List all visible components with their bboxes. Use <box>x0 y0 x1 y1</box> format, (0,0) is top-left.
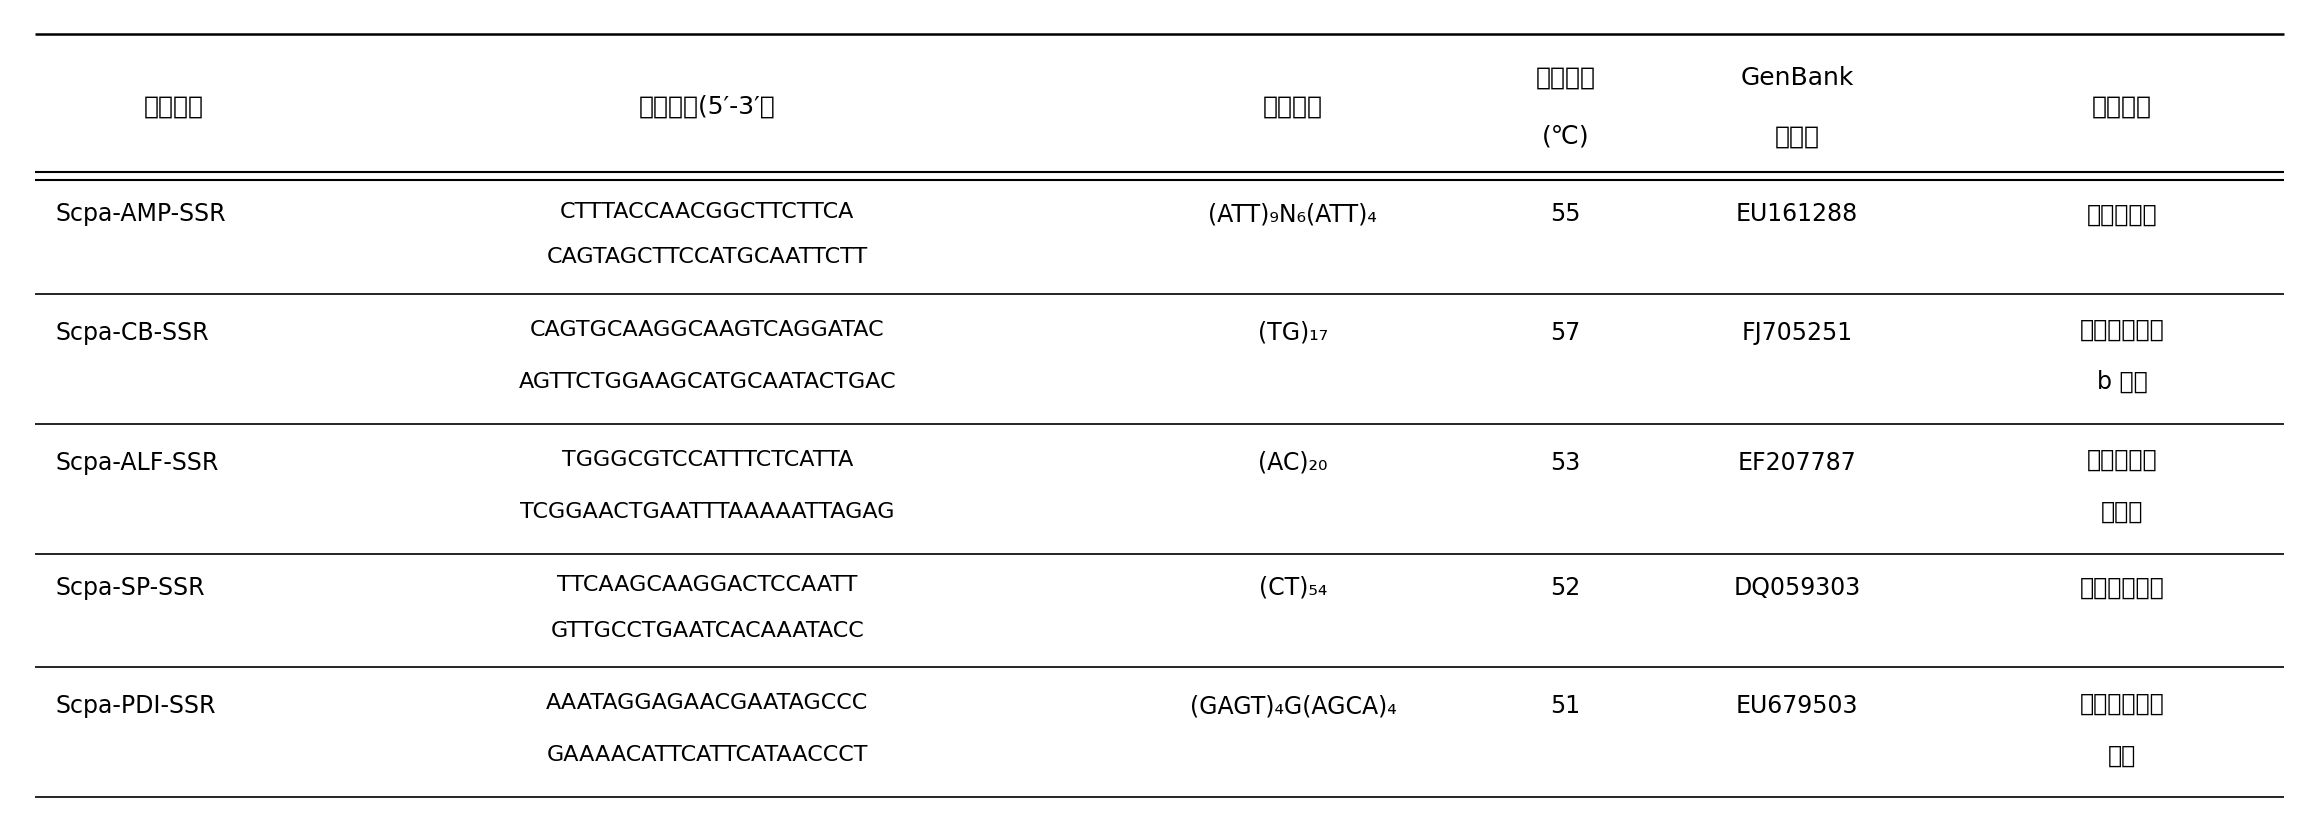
Text: (TG)₁₇: (TG)₁₇ <box>1257 320 1329 345</box>
Text: 55: 55 <box>1549 202 1582 227</box>
Text: 引物序列(5′-3′）: 引物序列(5′-3′） <box>640 95 775 119</box>
Text: GAAAACATTCATTCATAACCCT: GAAAACATTCATTCATAACCCT <box>547 745 867 765</box>
Text: TTCAAGCAAGGACTCCAATT: TTCAAGCAAGGACTCCAATT <box>557 576 858 596</box>
Text: EU679503: EU679503 <box>1737 694 1858 718</box>
Text: Scpa-ALF-SSR: Scpa-ALF-SSR <box>56 451 218 475</box>
Text: 来源基因: 来源基因 <box>2092 95 2152 119</box>
Text: GTTGCCTGAATCACAAATACC: GTTGCCTGAATCACAAATACC <box>550 621 865 641</box>
Text: 基因: 基因 <box>2108 743 2136 768</box>
Text: 57: 57 <box>1549 320 1582 345</box>
Text: 52: 52 <box>1549 576 1582 600</box>
Text: GenBank: GenBank <box>1742 65 1853 90</box>
Text: 登录号: 登录号 <box>1774 124 1820 149</box>
Text: CTTTACCAACGGCTTCTTCA: CTTTACCAACGGCTTCTTCA <box>561 202 853 222</box>
Text: FJ705251: FJ705251 <box>1742 320 1853 345</box>
Text: CAGTAGCTTCCATGCAATTCTT: CAGTAGCTTCCATGCAATTCTT <box>547 248 867 268</box>
Text: Scpa-AMP-SSR: Scpa-AMP-SSR <box>56 202 227 227</box>
Text: 重复单元: 重复单元 <box>1264 95 1322 119</box>
Text: AAATAGGAGAACGAATAGCCC: AAATAGGAGAACGAATAGCCC <box>547 693 867 713</box>
Text: 二硫键异构酶: 二硫键异构酶 <box>2080 691 2164 716</box>
Text: 退火温度: 退火温度 <box>1535 65 1595 90</box>
Text: EU161288: EU161288 <box>1737 202 1858 227</box>
Text: (℃): (℃) <box>1542 124 1589 149</box>
Text: Scpa-SP-SSR: Scpa-SP-SSR <box>56 576 206 600</box>
Text: 抗菌肽基因: 抗菌肽基因 <box>2087 202 2157 227</box>
Text: (ATT)₉N₆(ATT)₄: (ATT)₉N₆(ATT)₄ <box>1208 202 1377 227</box>
Text: 53: 53 <box>1549 451 1582 475</box>
Text: b 基因: b 基因 <box>2096 370 2147 394</box>
Text: TGGGCGTCCATTTCTCATTA: TGGGCGTCCATTTCTCATTA <box>561 450 853 470</box>
Text: (AC)₂₀: (AC)₂₀ <box>1259 451 1326 475</box>
Text: 子基因: 子基因 <box>2101 500 2143 524</box>
Text: 51: 51 <box>1551 694 1579 718</box>
Text: AGTTCTGGAAGCATGCAATACTGAC: AGTTCTGGAAGCATGCAATACTGAC <box>519 372 895 392</box>
Text: EF207787: EF207787 <box>1737 451 1858 475</box>
Text: Scpa-CB-SSR: Scpa-CB-SSR <box>56 320 209 345</box>
Text: (GAGT)₄G(AGCA)₄: (GAGT)₄G(AGCA)₄ <box>1190 694 1396 718</box>
Text: 位点名称: 位点名称 <box>144 95 204 119</box>
Text: DQ059303: DQ059303 <box>1735 576 1860 600</box>
Text: (CT)₅₄: (CT)₅₄ <box>1259 576 1326 600</box>
Text: Scpa-PDI-SSR: Scpa-PDI-SSR <box>56 694 216 718</box>
Text: TCGGAACTGAATTTAAAAATTAGAG: TCGGAACTGAATTTAAAAATTAGAG <box>519 502 895 522</box>
Text: 抗脂多糖因: 抗脂多糖因 <box>2087 448 2157 472</box>
Text: 细胞周期蛋白: 细胞周期蛋白 <box>2080 318 2164 342</box>
Text: CAGTGCAAGGCAAGTCAGGATAC: CAGTGCAAGGCAAGTCAGGATAC <box>531 320 884 340</box>
Text: 抗菌相关基因: 抗菌相关基因 <box>2080 576 2164 600</box>
